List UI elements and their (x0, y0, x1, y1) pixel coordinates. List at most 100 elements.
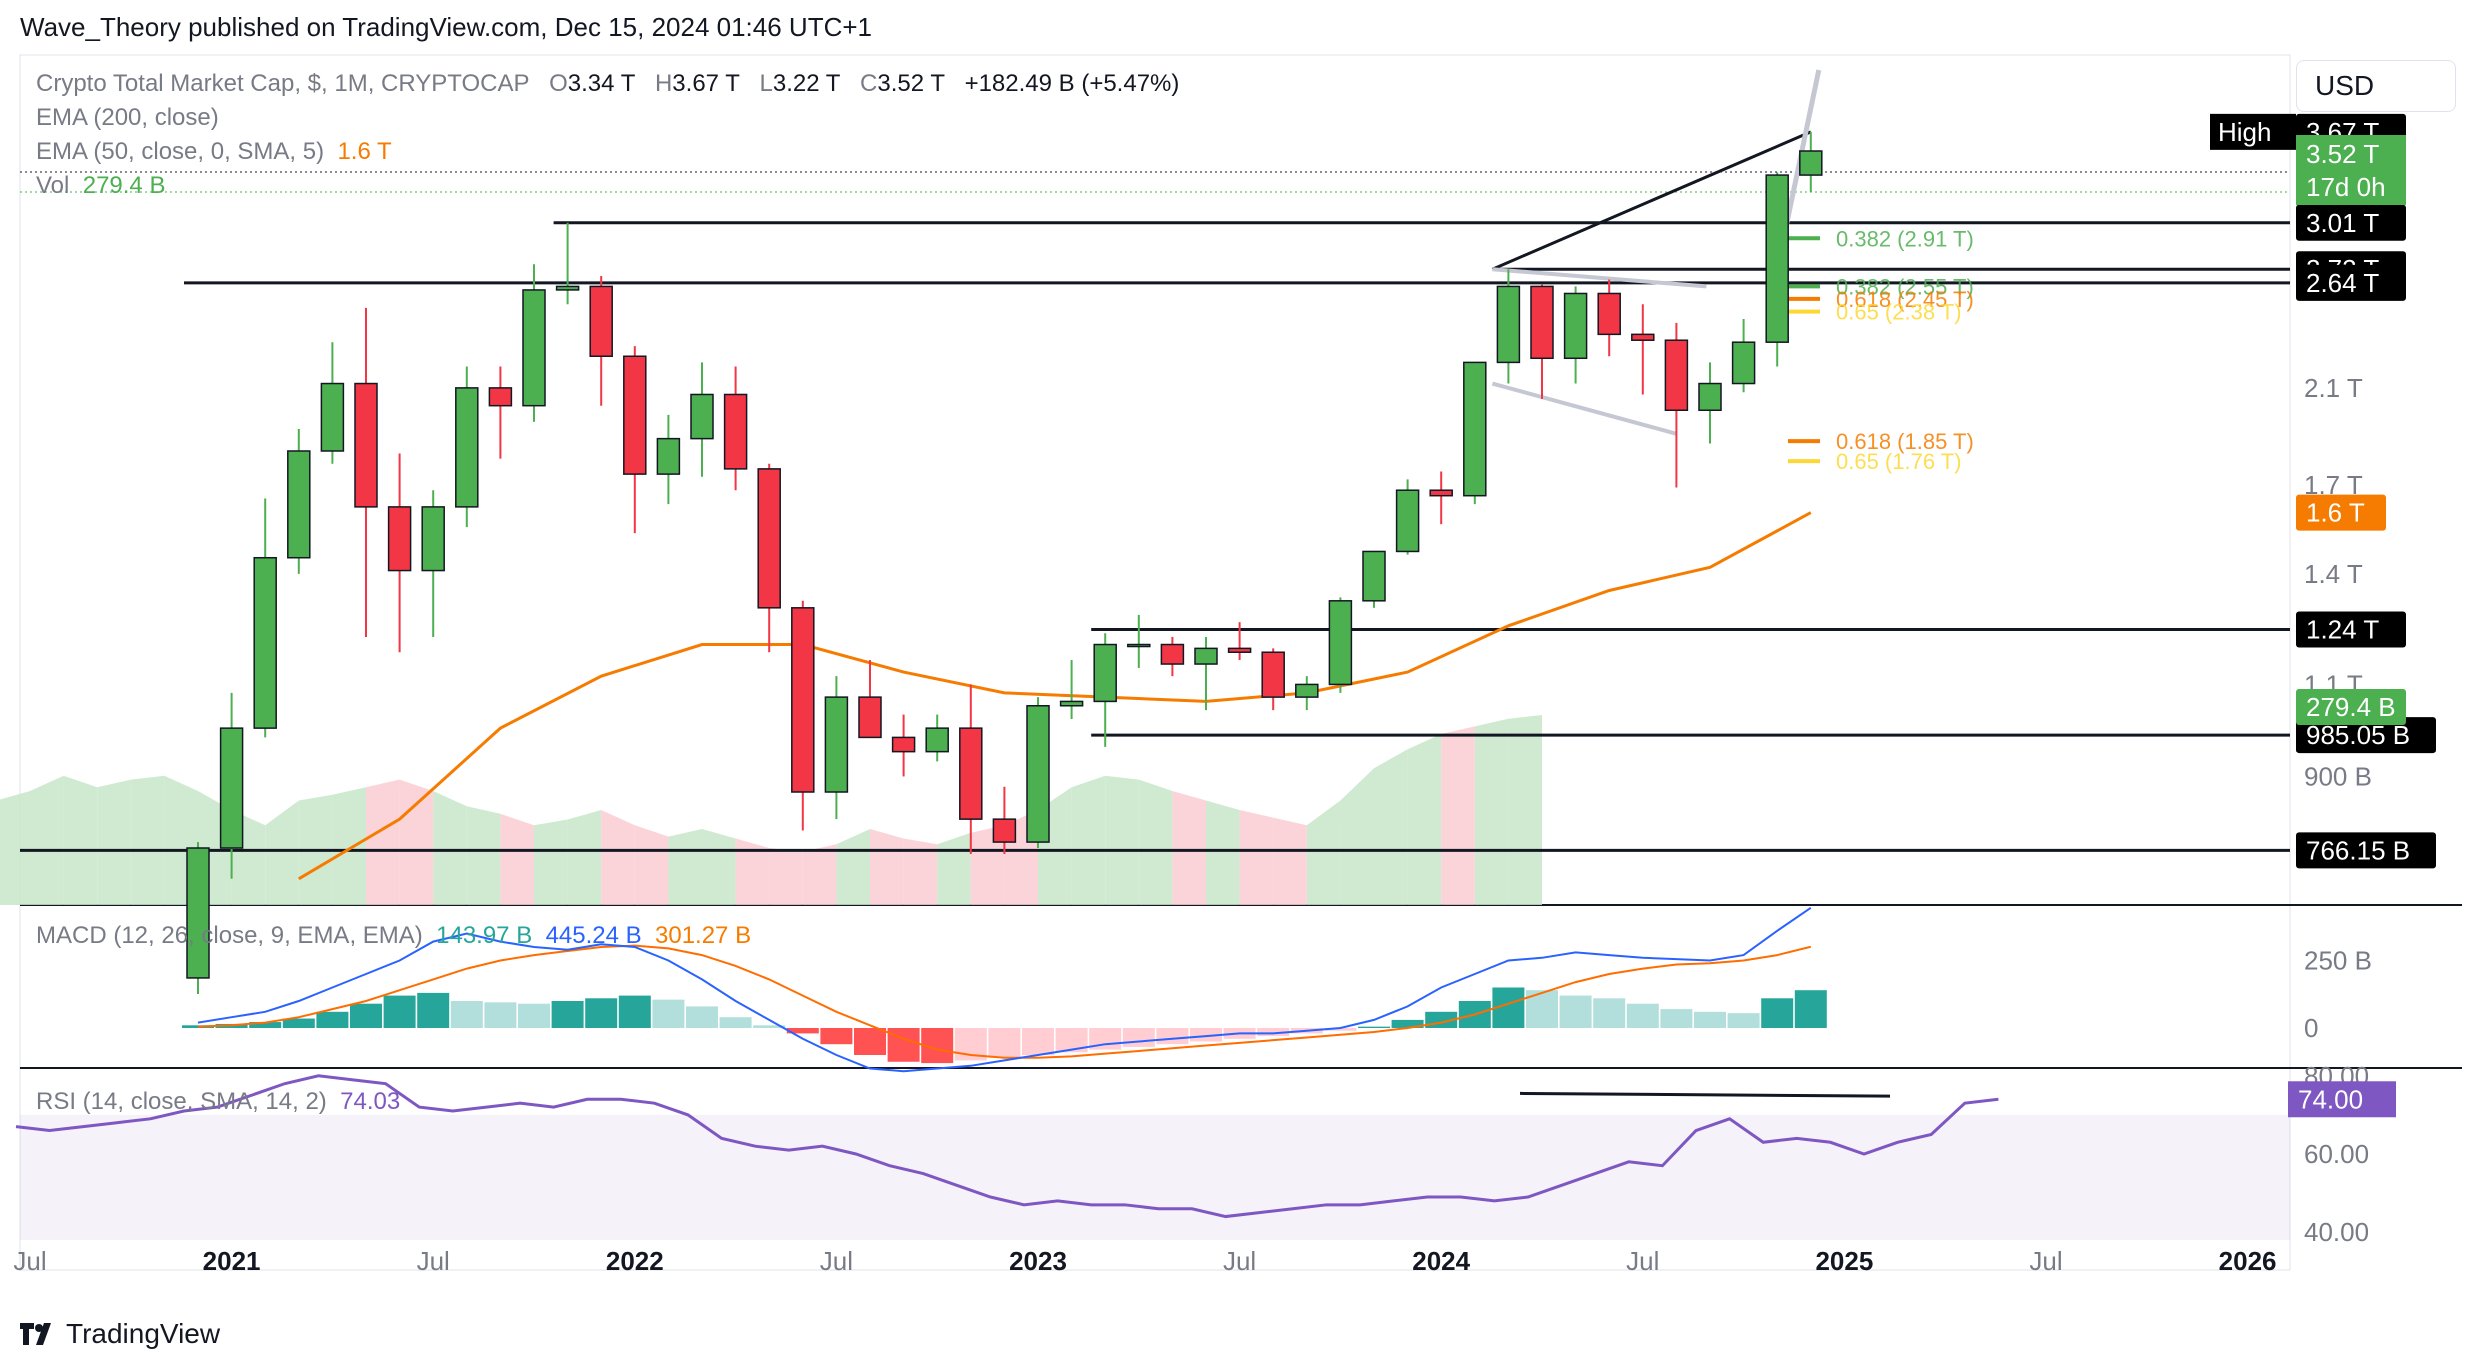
macd-bar (282, 1018, 315, 1028)
rsi-band (20, 1114, 2290, 1240)
candle-body (320, 382, 345, 452)
candle-2023-05 (1160, 636, 1185, 677)
macd-signal-value: 301.27 B (655, 922, 752, 949)
candle-2022-10 (925, 714, 949, 762)
macd-bar (1190, 1028, 1222, 1042)
candle-body (1731, 341, 1756, 385)
fib-level-label: 0.382 (2.55 T) (1836, 274, 1974, 299)
volume-series (0, 715, 1542, 905)
candle-2023-08 (1261, 648, 1285, 711)
candle-body (1328, 600, 1353, 686)
candle-2022-08 (858, 660, 882, 739)
candle-body (1127, 643, 1151, 648)
brand-name: TradingView (66, 1318, 221, 1349)
level-tag-text: 2.64 T (2306, 268, 2379, 298)
ema50-price-tag-text: 1.6 T (2306, 498, 2365, 528)
macd-bar (383, 995, 416, 1028)
countdown-text: 17d 0h (2306, 172, 2386, 202)
macd-bar (350, 1003, 382, 1028)
candle-body (455, 387, 479, 508)
macd-bar (1626, 1003, 1659, 1028)
macd-legend[interactable]: MACD (12, 26, close, 9, EMA, EMA) 143.97… (36, 922, 751, 950)
macd-label: MACD (12, 26, close, 9, EMA, EMA) (36, 922, 423, 949)
volume-legend[interactable]: Vol 279.4 B (36, 172, 165, 200)
macd-line-value: 445.24 B (545, 922, 642, 949)
volume-area (1508, 715, 1542, 905)
fib-level-label: 0.618 (2.45 T) (1836, 287, 1974, 312)
volume-price-tag-text: 279.4 B (2306, 692, 2396, 722)
ema50-legend[interactable]: EMA (50, close, 0, SMA, 5) 1.6 T (36, 138, 392, 166)
macd-line (197, 907, 1812, 1073)
volume-area (668, 829, 702, 905)
high-label-text: High (2218, 117, 2271, 147)
rsi-value-tag: 74.00 (2288, 1081, 2396, 1118)
volume-price-tag-bg (2296, 689, 2406, 725)
macd-bar (316, 1011, 349, 1028)
candle-2023-10 (1328, 597, 1353, 693)
ema200-legend[interactable]: EMA (200, close) (36, 104, 219, 132)
open-label: O (549, 70, 568, 97)
candle-2023-01 (1026, 697, 1050, 848)
last-price-bg (2296, 135, 2406, 206)
rsi-line (15, 1074, 1999, 1219)
macd-bar (1694, 1011, 1726, 1028)
ema50-price-tag: 1.6 T (2296, 494, 2386, 531)
candle-body (959, 727, 983, 820)
volume-area (769, 848, 803, 905)
macd-bar (1022, 1028, 1054, 1055)
currency-button[interactable]: USD (2296, 60, 2456, 112)
candle-body (522, 289, 546, 407)
candle-2023-06 (1194, 636, 1218, 711)
level-tag-bg (2296, 611, 2406, 648)
x-axis-label: 2026 (2219, 1246, 2277, 1276)
macd-bar (1761, 998, 1794, 1028)
high-label-bg (2210, 113, 2296, 150)
volume-area (1340, 768, 1374, 905)
candle-2023-11 (1362, 550, 1386, 608)
low-label: L (759, 70, 773, 97)
rsi-legend[interactable]: RSI (14, close, SMA, 14, 2) 74.03 (36, 1088, 400, 1116)
rsi-value: 74.03 (340, 1088, 401, 1115)
candle-body (1362, 550, 1386, 602)
macd-bar (1156, 1028, 1189, 1045)
volume-area (735, 838, 770, 905)
candle-2022-02 (656, 414, 681, 505)
ema200-label: EMA (200, close) (36, 104, 219, 131)
rsi-axis-tick: 60.00 (2304, 1139, 2369, 1169)
macd-bar (1358, 1026, 1390, 1028)
x-axis-label: 2023 (1009, 1246, 1067, 1276)
ema50-line (298, 511, 1812, 881)
candle-2021-09 (488, 366, 513, 459)
tradingview-logo[interactable]: TradingView (20, 1318, 220, 1350)
candle-2024-04 (1530, 284, 1554, 399)
candle-body (1463, 361, 1487, 497)
candle-body (421, 506, 445, 572)
rsi-tag-text: 74.00 (2298, 1084, 2363, 1114)
x-axis-label: 2021 (203, 1246, 261, 1276)
volume-area (97, 779, 131, 905)
candle-body (623, 355, 647, 475)
volume-area (937, 832, 971, 905)
candle-body (1530, 285, 1554, 360)
candle-body (1059, 700, 1084, 707)
volume-area (1474, 718, 1509, 905)
volume-area (1407, 734, 1442, 905)
y-axis-tick: 2.1 T (2304, 373, 2363, 403)
candle-body (1765, 174, 1789, 343)
y-axis-tick: 900 B (2304, 761, 2372, 791)
macd-axis-tick: 250 B (2304, 946, 2372, 976)
macd-bar (854, 1028, 886, 1055)
level-tag: 985.05 B (2296, 717, 2436, 754)
close-value: 3.52 T (877, 70, 945, 97)
candle-2021-10 (522, 264, 546, 422)
candle-2021-11 (555, 222, 580, 305)
flag-line-lower (1491, 381, 1677, 436)
symbol-name[interactable]: Crypto Total Market Cap, $, 1M, CRYPTOCA… (36, 70, 530, 97)
candle-2024-12 (1799, 131, 1823, 192)
low-value: 3.22 T (772, 70, 841, 97)
level-tag-bg (2296, 264, 2406, 301)
macd-bar (249, 1022, 282, 1028)
candle-2021-02 (253, 498, 277, 738)
